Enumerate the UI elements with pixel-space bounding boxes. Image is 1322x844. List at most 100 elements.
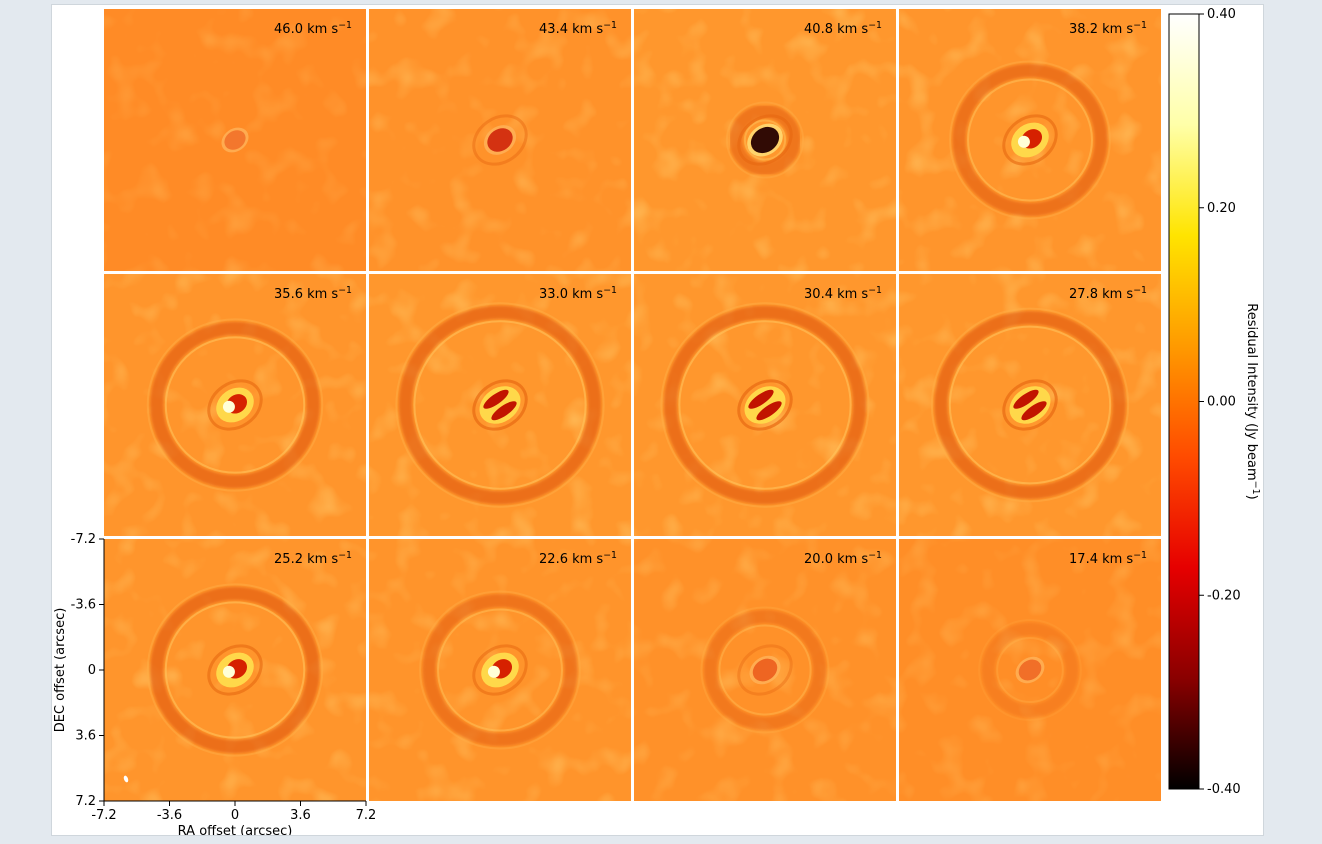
channel-panel: 22.6 km s−1 — [369, 539, 631, 801]
velocity-label-text: 25.2 km s — [274, 552, 338, 567]
colorbar-tick-label: 0.00 — [1207, 395, 1236, 410]
velocity-label: 22.6 km s−1 — [539, 550, 617, 567]
velocity-label: 20.0 km s−1 — [804, 550, 882, 567]
velocity-label-text: 43.4 km s — [539, 22, 603, 37]
core-outer-ring — [737, 379, 793, 431]
core-residual — [472, 379, 528, 431]
velocity-label: 40.8 km s−1 — [804, 20, 882, 37]
core-peak — [222, 400, 235, 413]
x-tick-label: -3.6 — [157, 808, 182, 823]
channel-panel: 27.8 km s−1 — [899, 274, 1161, 536]
ring-outer-highlight — [146, 583, 324, 757]
y-axis-label: DEC offset (arcsec) — [53, 608, 68, 733]
ring-edge-highlight — [948, 325, 1112, 485]
velocity-label-exponent: −1 — [338, 20, 352, 31]
velocity-label: 43.4 km s−1 — [539, 20, 617, 37]
velocity-label-text: 40.8 km s — [804, 22, 868, 37]
velocity-label-text: 27.8 km s — [1069, 287, 1133, 302]
ring-residual — [422, 593, 578, 747]
core-outer-ring — [207, 644, 263, 696]
ring-residual — [729, 104, 801, 176]
velocity-label-text: 20.0 km s — [804, 552, 868, 567]
beam-ellipse — [123, 775, 129, 783]
core-residual — [207, 379, 263, 431]
velocity-label-exponent: −1 — [603, 20, 617, 31]
core-residual — [737, 644, 793, 696]
core-dark-lobe-lower — [1021, 401, 1047, 421]
ring-residual — [150, 321, 320, 489]
core-outer-ring — [1002, 114, 1058, 166]
channel-panel: 35.6 km s−1 — [104, 274, 366, 536]
ring-residual — [981, 622, 1079, 718]
channel-panel: 40.8 km s−1 — [634, 9, 896, 271]
colorbar-label-text: Residual Intensity (Jy beam — [1244, 303, 1259, 480]
core-outer-ring — [737, 114, 793, 166]
core-residual — [207, 644, 263, 696]
core-outer-ring — [472, 644, 528, 696]
velocity-label: 38.2 km s−1 — [1069, 20, 1147, 37]
core-residual — [1002, 379, 1058, 431]
velocity-label-text: 46.0 km s — [274, 22, 338, 37]
core-bright — [744, 386, 786, 424]
core-residual — [1002, 114, 1058, 166]
ring-outer-highlight — [949, 60, 1111, 220]
colorbar: -0.40 -0.20 0.00 0.20 0.40 Residual Intensity… — [1168, 7, 1261, 797]
velocity-label: 25.2 km s−1 — [274, 550, 352, 567]
core-blob — [224, 130, 246, 150]
velocity-label: 35.6 km s−1 — [274, 285, 352, 302]
core-outer-ring — [472, 379, 528, 431]
velocity-label-exponent: −1 — [1133, 285, 1147, 296]
velocity-label-exponent: −1 — [603, 550, 617, 561]
y-tick-label: 7.2 — [75, 794, 96, 809]
velocity-label-exponent: −1 — [868, 550, 882, 561]
velocity-label-text: 38.2 km s — [1069, 22, 1133, 37]
channel-panel: 43.4 km s−1 — [369, 9, 631, 271]
channel-panel: 33.0 km s−1 — [369, 274, 631, 536]
colorbar-label-exponent: −1 — [1250, 481, 1261, 495]
velocity-label-text: 22.6 km s — [539, 552, 603, 567]
velocity-label-text: 30.4 km s — [804, 287, 868, 302]
colorbar-tick-label: -0.20 — [1207, 588, 1241, 603]
channel-map-plot: 46.0 km s−1 43.4 km s−1 40.8 km s−1 38.2 km… — [53, 7, 1261, 839]
ring-edge-highlight — [967, 78, 1093, 202]
channel-panel: 46.0 km s−1 — [104, 9, 366, 271]
ring-edge-highlight — [996, 636, 1064, 704]
ring-residual — [952, 63, 1108, 217]
ring-edge-highlight — [718, 624, 812, 716]
core-bright — [479, 386, 521, 424]
channel-panel: 38.2 km s−1 — [899, 9, 1161, 271]
core-blob — [487, 128, 513, 152]
velocity-label-exponent: −1 — [338, 285, 352, 296]
core-residual — [472, 114, 528, 166]
velocity-label: 27.8 km s−1 — [1069, 285, 1147, 302]
x-tick-label: -7.2 — [91, 808, 116, 823]
core-blob — [752, 658, 778, 682]
ring-residual — [150, 586, 320, 754]
ring-edge-highlight — [743, 119, 787, 161]
y-tick-label: -3.6 — [71, 598, 96, 613]
velocity-label-text: 17.4 km s — [1069, 552, 1133, 567]
core-blob — [750, 126, 780, 154]
core-peak — [222, 665, 235, 678]
colorbar-tick-label: 0.20 — [1207, 201, 1236, 216]
ring-outer-highlight — [930, 307, 1130, 503]
channel-panel: 17.4 km s−1 — [899, 539, 1161, 801]
velocity-label-exponent: −1 — [1133, 550, 1147, 561]
velocity-label-text: 33.0 km s — [539, 287, 603, 302]
ring-residual — [663, 305, 867, 505]
axes: -7.2 -3.6 0 3.6 7.2-7.2-3.603.67.2RA offset … — [53, 532, 376, 839]
core-residual — [737, 114, 793, 166]
core-outer-ring — [1002, 379, 1058, 431]
ring-outer-highlight — [419, 590, 581, 750]
channel-panel: 25.2 km s−1 — [104, 539, 366, 801]
velocity-label-exponent: −1 — [603, 285, 617, 296]
colorbar-tick-label: 0.40 — [1207, 7, 1236, 22]
channel-panel: 20.0 km s−1 — [634, 539, 896, 801]
ring-residual — [398, 305, 602, 505]
colorbar-label: Residual Intensity (Jy beam−1) — [1244, 303, 1261, 499]
ring-edge-highlight — [437, 608, 563, 732]
core-residual — [737, 379, 793, 431]
velocity-label: 30.4 km s−1 — [804, 285, 882, 302]
core-peak — [487, 665, 500, 678]
velocity-label: 17.4 km s−1 — [1069, 550, 1147, 567]
